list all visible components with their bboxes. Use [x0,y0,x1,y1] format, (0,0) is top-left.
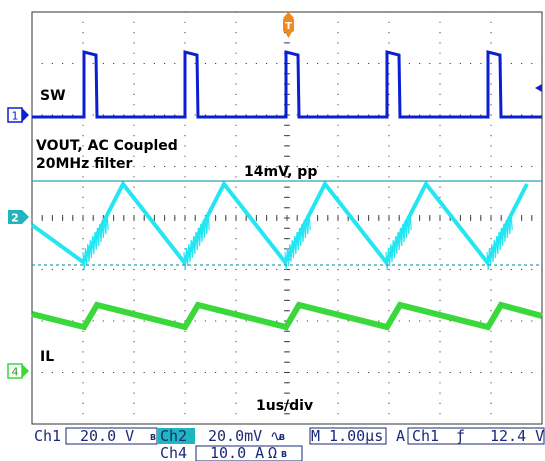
horizontal-scale: M 1.00µs [311,427,383,445]
ch1-scale: 20.0 V [80,427,134,445]
vout-filter-annotation: 20MHz filter [36,156,133,172]
trigger-source: Ch1 [412,427,439,445]
trigger-level-arrow[interactable] [535,84,542,92]
ch1-marker-label: 1 [12,110,19,123]
pp-annotation: 14mV, pp [244,164,317,180]
ch4-label[interactable]: Ch4 [160,444,187,461]
il-annotation: IL [40,349,54,365]
acquisition-mode: A [396,427,405,445]
ac-coupling-symbol: ∿ [270,427,283,445]
ch2-vout-noise [82,211,513,271]
ch4-scale-box[interactable] [195,445,303,461]
ch2-scale[interactable]: 20.0mV [208,427,262,445]
ch2-label-badge[interactable] [158,428,195,444]
ch1-sw-waveform [32,50,542,119]
trigger-slope-icon: ƒ [456,427,465,445]
ch2-vout-waveform [30,180,529,266]
bw-limit-3: B [281,450,287,459]
ch4-il-waveform [31,301,543,331]
ch2-marker-label: 2 [11,212,19,225]
trigger-level: 12.4 V [490,427,544,445]
horizontal-box[interactable] [309,427,387,445]
ch1-ground-marker[interactable]: 1 [7,107,29,123]
ch4-scale: 10.0 A [210,444,264,461]
ch4-ground-marker[interactable]: 4 [7,363,29,379]
ch2-label: Ch2 [160,427,187,445]
bw-limit-1: B [150,433,156,442]
sw-annotation: SW [40,88,66,104]
trigger-box[interactable] [407,427,545,445]
bw-limit-2: B [279,433,285,442]
ch4-marker-label: 4 [12,366,19,379]
ch1-scale-box[interactable] [65,427,158,445]
status-bar: Ch1 20.0 V B Ch2 20.0mV ∿ B M 1.00µs A C… [34,427,545,461]
ch2-ground-marker[interactable]: 2 [8,210,29,225]
ohm-symbol: Ω [268,444,277,461]
timebase-annotation: 1us/div [256,398,313,414]
ch1-label[interactable]: Ch1 [34,427,61,445]
trigger-marker[interactable]: T [283,12,294,38]
vout-annotation: VOUT, AC Coupled [36,138,178,154]
trigger-marker-label: T [285,21,292,32]
